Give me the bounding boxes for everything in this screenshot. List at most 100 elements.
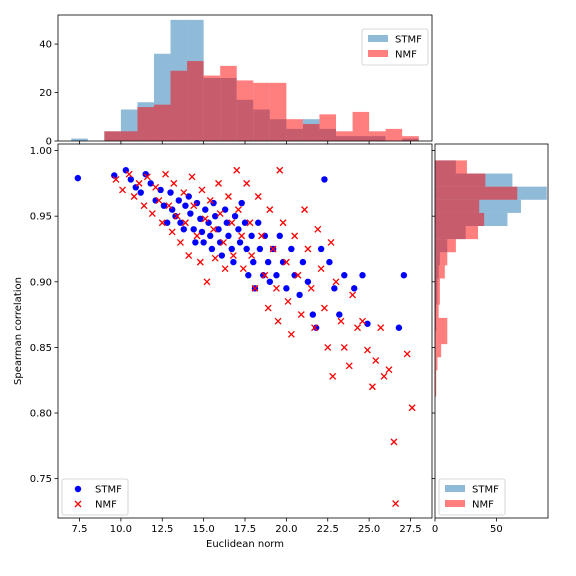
scatter-point-stmf xyxy=(312,324,320,331)
scatter-point-nmf xyxy=(307,284,315,292)
top-hist-bar-nmf-1 xyxy=(120,131,138,141)
scatter-point-nmf xyxy=(390,438,398,446)
scatter-point-nmf xyxy=(276,166,284,174)
scatter-ytick-label: 0.95 xyxy=(30,212,52,223)
scatter-point-stmf xyxy=(177,219,184,226)
top-hist-bar-nmf-5 xyxy=(187,61,204,141)
scatter-point-stmf xyxy=(127,176,135,183)
scatter-point-nmf xyxy=(324,343,332,351)
scatter-point-nmf xyxy=(272,284,280,292)
scatter-point-stmf xyxy=(185,193,192,200)
scatter-point-nmf xyxy=(269,245,277,253)
top-hist-bar-nmf-11 xyxy=(286,119,303,141)
scatter-point-nmf xyxy=(196,258,204,266)
top-hist-bar-nmf-4 xyxy=(170,70,188,141)
scatter-point-stmf xyxy=(296,291,303,299)
right-hist-bar-nmf-8 xyxy=(435,265,445,279)
right-hist-bar-nmf-3 xyxy=(435,199,480,213)
scatter-point-nmf xyxy=(311,324,318,332)
right-histogram-panel: 0 50 STMF NMF xyxy=(431,143,549,535)
scatter-point-nmf xyxy=(279,219,287,227)
scatter-point-stmf xyxy=(245,272,252,279)
scatter-legend-marker-nmf xyxy=(74,500,82,508)
scatter-point-nmf xyxy=(143,173,151,181)
scatter-point-stmf xyxy=(248,232,255,240)
scatter-point-nmf xyxy=(264,304,272,312)
scatter-point-stmf xyxy=(288,245,295,253)
scatter-point-stmf xyxy=(180,226,187,233)
scatter-point-nmf xyxy=(294,271,302,279)
scatter-point-stmf xyxy=(256,245,264,253)
scatter-point-nmf xyxy=(246,219,254,227)
x-axis-label: Euclidean norm xyxy=(206,539,284,550)
scatter-point-stmf xyxy=(182,202,189,209)
right-hist-bar-nmf-11 xyxy=(435,304,439,318)
scatter-point-nmf xyxy=(224,193,232,200)
scatter-point-stmf xyxy=(279,258,287,266)
scatter-point-stmf xyxy=(231,212,239,220)
right-hist-bar-nmf-17 xyxy=(435,383,437,397)
scatter-point-stmf xyxy=(291,272,298,279)
top-hist-legend-swatch-stmf xyxy=(368,35,388,42)
scatter-point-nmf xyxy=(320,304,328,312)
top-hist-bar-nmf-14 xyxy=(336,131,353,141)
right-hist-bar-nmf-14 xyxy=(435,344,442,358)
scatter-point-nmf xyxy=(239,265,247,273)
scatter-point-stmf xyxy=(160,202,168,209)
scatter-point-nmf xyxy=(372,357,380,364)
scatter-xtick-label: 27.5 xyxy=(399,524,421,535)
scatter-ytick-label: 0.75 xyxy=(30,474,52,485)
scatter-legend-label-nmf: NMF xyxy=(95,500,117,511)
top-hist-bar-nmf-6 xyxy=(203,75,221,141)
scatter-point-nmf xyxy=(148,210,156,218)
scatter-panel: 7.5 10.0 12.5 15.0 17.5 20.0 22.5 25.0 27.5 0.75 0… xyxy=(13,143,433,550)
scatter-point-nmf xyxy=(349,291,357,299)
scatter-point-nmf xyxy=(238,232,246,240)
scatter-point-stmf xyxy=(260,272,267,279)
scatter-point-nmf xyxy=(332,278,340,286)
scatter-point-nmf xyxy=(188,173,196,181)
scatter-point-nmf xyxy=(112,175,120,183)
scatter-point-nmf xyxy=(168,228,176,236)
scatter-point-nmf xyxy=(201,215,209,223)
scatter-point-nmf xyxy=(165,202,173,210)
scatter-xtick-label: 17.5 xyxy=(234,524,256,535)
scatter-point-stmf xyxy=(208,245,216,253)
scatter-point-stmf xyxy=(212,212,219,220)
right-hist-bar-nmf-6 xyxy=(435,239,456,253)
scatter-point-nmf xyxy=(140,202,148,210)
scatter-point-nmf xyxy=(190,202,198,210)
scatter-point-stmf xyxy=(359,272,366,279)
scatter-ytick-label: 0.90 xyxy=(30,277,52,288)
scatter-point-stmf xyxy=(230,258,237,266)
scatter-point-stmf xyxy=(235,226,242,233)
scatter-point-nmf xyxy=(345,362,353,370)
scatter-point-nmf xyxy=(287,330,295,338)
right-hist-bar-nmf-9 xyxy=(435,278,440,292)
scatter-point-nmf xyxy=(234,206,242,214)
scatter-point-nmf xyxy=(221,265,229,273)
scatter-point-nmf xyxy=(181,219,189,227)
scatter-point-stmf xyxy=(164,219,171,226)
scatter-point-nmf xyxy=(119,186,126,194)
scatter-point-nmf xyxy=(403,350,411,358)
scatter-point-stmf xyxy=(207,232,214,240)
scatter-point-nmf xyxy=(228,219,236,227)
scatter-point-nmf xyxy=(185,252,193,260)
top-hist-bar-nmf-3 xyxy=(153,104,171,141)
scatter-point-nmf xyxy=(408,404,416,412)
scatter-point-stmf xyxy=(321,176,328,183)
scatter-point-nmf xyxy=(210,225,218,233)
scatter-point-stmf xyxy=(238,199,245,207)
scatter-point-stmf xyxy=(137,189,144,196)
scatter-point-nmf xyxy=(261,271,269,279)
right-hist-xtick-label: 50 xyxy=(490,524,503,535)
scatter-point-stmf xyxy=(197,215,204,222)
scatter-point-nmf xyxy=(216,210,224,218)
scatter-point-nmf xyxy=(152,183,160,191)
scatter-point-nmf xyxy=(125,170,133,178)
right-hist-legend-swatch-stmf xyxy=(445,485,465,492)
scatter-xtick-label: 20.0 xyxy=(275,524,297,535)
scatter-point-nmf xyxy=(135,179,143,187)
